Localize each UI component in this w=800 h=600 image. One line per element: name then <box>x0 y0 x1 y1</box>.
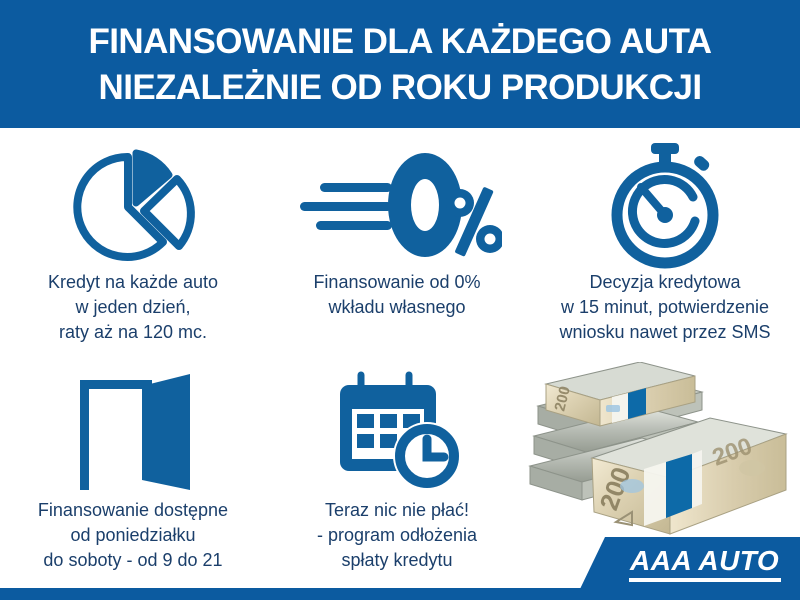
caption-line: w jeden dzień, <box>75 297 191 317</box>
caption-line: do soboty - od 9 do 21 <box>43 550 223 570</box>
feature-zero-percent: Finansowanie od 0% wkładu własnego <box>264 140 530 320</box>
pie-chart-icon <box>0 140 266 270</box>
caption-line: Finansowanie dostępne <box>37 500 229 520</box>
caption-line: od poniedziałku <box>70 525 196 545</box>
caption-line: Decyzja kredytowa <box>589 272 741 292</box>
feature-caption: Finansowanie dostępne od poniedziałku do… <box>0 498 266 573</box>
open-door-icon <box>0 368 266 498</box>
caption-line: Teraz nic nie płać! <box>324 500 470 520</box>
bottom-blue-strip <box>0 588 800 600</box>
feature-caption: Decyzja kredytowa w 15 minut, potwierdze… <box>530 270 800 345</box>
zero-percent-icon <box>264 140 530 270</box>
svg-text:200: 200 <box>551 385 574 413</box>
stopwatch-icon <box>530 140 800 270</box>
feature-caption: Teraz nic nie płać! - program odłożenia … <box>264 498 530 573</box>
feature-fast-decision: Decyzja kredytowa w 15 minut, potwierdze… <box>530 140 800 345</box>
feature-caption: Kredyt na każde auto w jeden dzień, raty… <box>0 270 266 345</box>
logo-underline <box>629 578 781 582</box>
feature-opening-hours: Finansowanie dostępne od poniedziałku do… <box>0 368 266 573</box>
brand-logo-text: AAA AUTO <box>630 545 780 576</box>
headline-line-1: FINANSOWANIE DLA KAŻDEGO AUTA <box>88 22 713 61</box>
feature-credit-every-car: Kredyt na każde auto w jeden dzień, raty… <box>0 140 266 345</box>
caption-line: - program odłożenia <box>316 525 478 545</box>
caption-line: wkładu własnego <box>328 297 466 317</box>
header-band: FINANSOWANIE DLA KAŻDEGO AUTA NIEZALEŻNI… <box>0 0 800 128</box>
feature-deferred-payment: Teraz nic nie płać! - program odłożenia … <box>264 368 530 573</box>
headline-line-2: NIEZALEŻNIE OD ROKU PRODUKCJI <box>98 68 703 107</box>
feature-caption: Finansowanie od 0% wkładu własnego <box>264 270 530 320</box>
caption-line: spłaty kredytu <box>341 550 453 570</box>
caption-line: wniosku nawet przez SMS <box>559 322 771 342</box>
caption-line: raty aż na 120 mc. <box>58 322 208 342</box>
caption-line: Kredyt na każde auto <box>47 272 219 292</box>
calendar-clock-icon <box>264 368 530 498</box>
cash-bundles-photo: 200 200 200 <box>520 361 800 542</box>
caption-line: Finansowanie od 0% <box>313 272 481 292</box>
caption-line: w 15 minut, potwierdzenie <box>560 297 770 317</box>
